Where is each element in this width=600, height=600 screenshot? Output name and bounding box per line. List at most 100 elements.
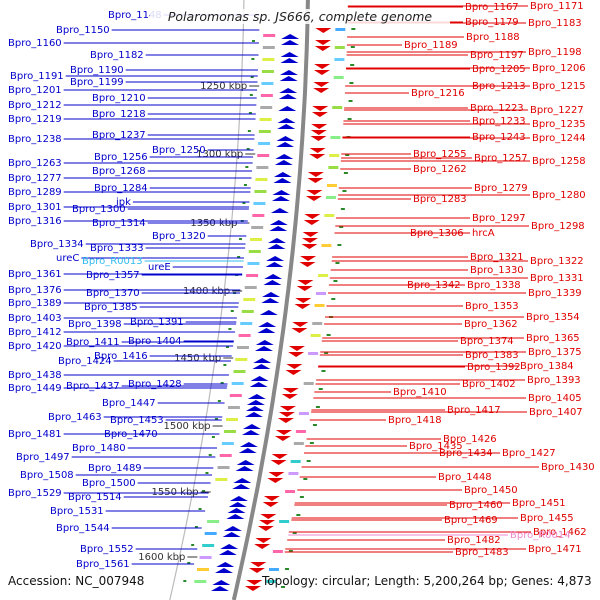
forward-gene-arrow (280, 58, 299, 63)
gene-label-bpro_1450: Bpro_1450 (464, 485, 518, 496)
gene-label-bpro_1189: Bpro_1189 (404, 40, 458, 51)
reverse-gene-arrow (277, 418, 294, 423)
forward-gene-arrow (264, 274, 283, 279)
gene-label-bpro_1375: Bpro_1375 (528, 347, 582, 358)
reverse-gene-arrow (311, 124, 328, 129)
reverse-gene-arrow (315, 28, 332, 33)
cds-band (295, 430, 306, 433)
reverse-gene-arrow (304, 214, 321, 219)
forward-gene-arrow (238, 448, 257, 453)
gc-tick (309, 442, 314, 444)
gene-label-bpro_1227: Bpro_1227 (530, 105, 584, 116)
gene-label-bpro_1256: Bpro_1256 (94, 152, 148, 163)
gc-tick (340, 208, 345, 210)
gene-label-bpro_1262: Bpro_1262 (413, 164, 467, 175)
forward-gene-arrow (274, 160, 293, 165)
gene-label-bpro_1316: Bpro_1316 (8, 216, 62, 227)
cds-band (262, 46, 275, 49)
reverse-gene-arrow (313, 88, 330, 93)
gc-tick (208, 454, 212, 456)
gc-tick (220, 382, 224, 384)
gene-label-bpro_1171: Bpro_1171 (530, 1, 584, 12)
cds-band (312, 322, 323, 325)
gene-label-bpro_1238: Bpro_1238 (8, 134, 62, 145)
gene-label-bpro_1463: Bpro_1463 (48, 412, 102, 423)
gc-tick (350, 64, 355, 66)
cds-band (196, 568, 209, 571)
cds-band (261, 70, 274, 73)
cds-band (207, 520, 220, 523)
gene-label-bpro_1216: Bpro_1216 (411, 88, 465, 99)
gc-tick (245, 166, 249, 168)
forward-gene-arrow (281, 40, 299, 45)
reverse-gene-arrow (296, 286, 313, 291)
cds-band (243, 298, 256, 301)
gene-label-bpro_1483: Bpro_1483 (455, 547, 509, 558)
forward-gene-arrow (220, 544, 239, 549)
gene-label-bpro_1215: Bpro_1215 (532, 81, 586, 92)
reverse-gene-arrow (263, 496, 280, 501)
reverse-gene-arrow (257, 526, 274, 531)
gene-label-bpro_1284: Bpro_1284 (94, 183, 148, 194)
gc-tick (324, 352, 329, 354)
reverse-gene-arrow (281, 394, 298, 399)
cds-band (257, 154, 270, 157)
cds-band (335, 28, 346, 31)
forward-gene-arrow (279, 88, 298, 93)
gene-label-bpro_1448: Bpro_1448 (438, 472, 492, 483)
gene-label-bpro_1462: Bpro_1462 (533, 527, 587, 538)
gc-tick (239, 238, 243, 240)
cds-band (231, 382, 244, 385)
cds-band (202, 544, 215, 547)
cds-band (298, 412, 309, 415)
cds-band (266, 580, 277, 583)
gene-label-bpro_1297: Bpro_1297 (472, 213, 526, 224)
cds-band (254, 190, 267, 193)
reverse-gene-arrow (309, 148, 326, 153)
gene-label-bpro_1437: Bpro_1437 (66, 381, 120, 392)
forward-gene-arrow (253, 358, 272, 363)
gene-label-bpro_r0013: Bpro_R0013 (82, 256, 143, 267)
cds-band (324, 214, 335, 217)
cds-band (238, 334, 251, 337)
cds-band (263, 34, 276, 37)
reverse-gene-arrow (294, 304, 311, 309)
reverse-gene-arrow (303, 220, 320, 225)
gc-tick (183, 580, 187, 582)
cds-band (204, 532, 217, 535)
reverse-gene-arrow (312, 106, 329, 111)
cds-band (219, 454, 232, 457)
gene-label-bpro_1188: Bpro_1188 (466, 32, 520, 43)
forward-gene-arrow (235, 466, 254, 471)
cds-band (326, 184, 337, 187)
gene-label-bpro_1362: Bpro_1362 (464, 319, 518, 330)
reverse-gene-arrow (306, 190, 323, 195)
gene-label-bpro_1219: Bpro_1219 (8, 114, 62, 125)
reverse-gene-arrow (315, 40, 331, 45)
cds-band (256, 166, 269, 169)
gene-label-bpro_1191: Bpro_1191 (10, 71, 64, 82)
forward-gene-arrow (241, 430, 260, 435)
gene-label-bpro_1190: Bpro_1190 (70, 65, 124, 76)
gc-tick (280, 586, 285, 588)
gene-label-bpro_1561: Bpro_1561 (76, 559, 130, 570)
gene-label-bpro_1376: Bpro_1376 (8, 285, 62, 296)
cds-band (253, 202, 266, 205)
gc-tick (214, 418, 218, 420)
gene-label-bpro_1383: Bpro_1383 (465, 350, 519, 361)
forward-gene-arrow (226, 514, 245, 519)
gc-tick (237, 256, 241, 258)
gc-tick (321, 370, 326, 372)
forward-gene-arrow (250, 376, 269, 381)
gene-label-bpro_1339: Bpro_1339 (528, 288, 582, 299)
gene-label-bpro_1500: Bpro_1500 (82, 478, 136, 489)
forward-gene-arrow (271, 196, 290, 201)
gc-tick (351, 28, 356, 30)
gene-label-bpro_1268: Bpro_1268 (92, 166, 146, 177)
gene-label-bpro_1223: Bpro_1223 (470, 103, 524, 114)
gene-label-bpro_1389: Bpro_1389 (8, 298, 62, 309)
gene-label-bpro_1334: Bpro_1334 (30, 239, 84, 250)
inner-track-line (169, 0, 245, 600)
reverse-gene-arrow (250, 562, 267, 567)
